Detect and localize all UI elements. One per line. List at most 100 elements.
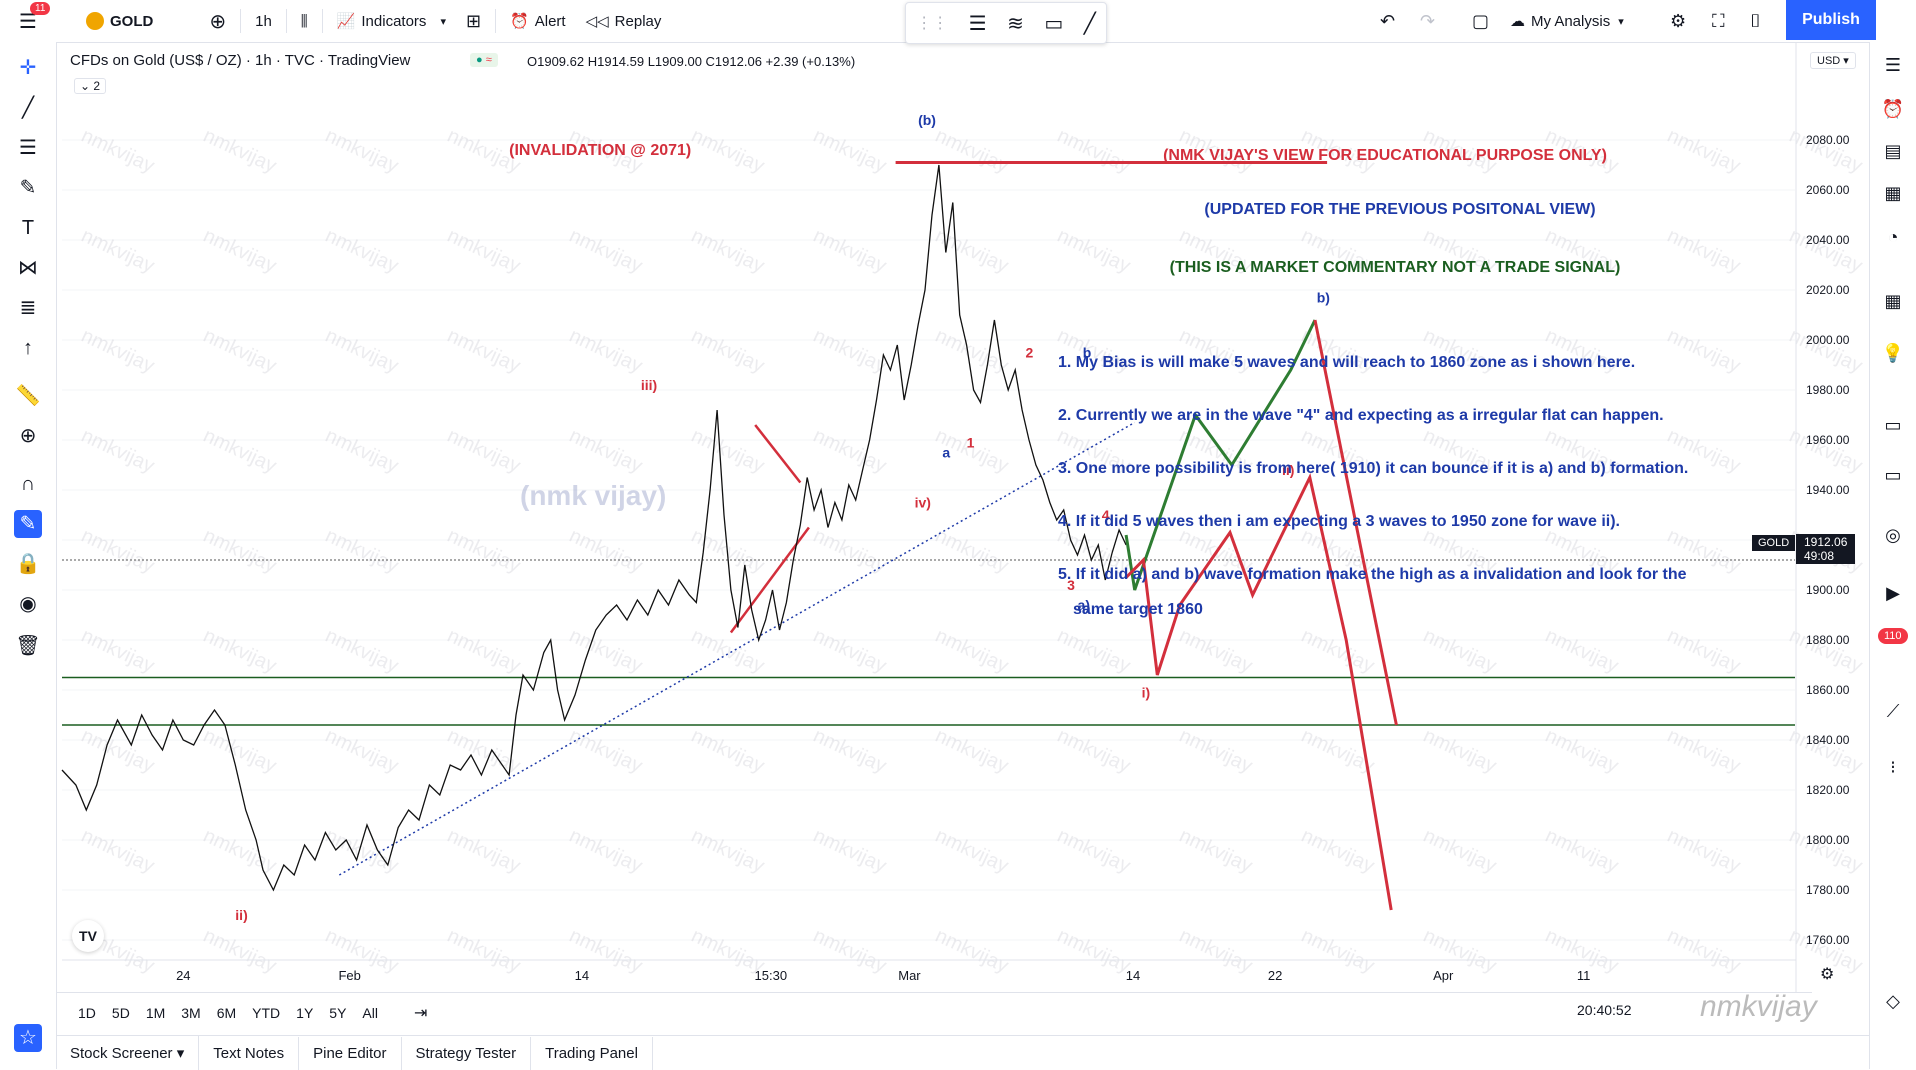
crosshair-icon[interactable]: ✛ — [19, 57, 37, 79]
layouts-button[interactable]: ⊞ — [456, 0, 491, 42]
symbol-search-button[interactable]: GOLD — [76, 0, 163, 42]
streams-icon[interactable]: ▶ — [1886, 583, 1900, 603]
redo-icon: ↷ — [1420, 10, 1436, 31]
layout-name-button[interactable]: ☁ My Analysis ▾ — [1500, 0, 1634, 42]
watermark-text: nmkvijay — [1664, 825, 1744, 878]
chart-legend: CFDs on Gold (US$ / OZ) · 1h · TVC · Tra… — [70, 52, 410, 69]
watermark-text: nmkvijay — [1298, 925, 1378, 978]
side-badge[interactable]: 110 — [1878, 628, 1908, 644]
tradingview-chart-logo[interactable]: TV — [72, 920, 104, 952]
messages-icon[interactable]: ▭ — [1884, 465, 1902, 485]
watermark-text: nmkvijay — [566, 625, 646, 678]
chart-type-button[interactable]: ⫼ — [291, 0, 318, 42]
candles-icon: ⫼ — [300, 12, 308, 30]
bottom-tab-strategy-tester[interactable]: Strategy Tester — [402, 1037, 532, 1070]
alert-button[interactable]: ⏰ Alert — [500, 0, 576, 42]
publish-button[interactable]: Publish — [1786, 0, 1876, 40]
lock-icon[interactable]: 🔒 — [15, 553, 41, 575]
floating-drawing-toolbar: ⋮⋮ ☰ ≋ ▭ ╱ — [905, 2, 1107, 44]
watermark-text: nmkvijay — [688, 225, 768, 278]
watermark-text: nmkvijay — [200, 225, 280, 278]
range-button-5d[interactable]: 5D — [111, 1005, 130, 1021]
magnet-icon[interactable]: ∩ — [20, 473, 36, 495]
fib-tool-icon[interactable]: ☰ — [19, 137, 37, 159]
trend-line-tool-icon[interactable]: ╱ — [21, 97, 35, 119]
time-axis-settings-button[interactable]: ⚙ — [1820, 964, 1834, 984]
arrow-up-icon[interactable]: ↑ — [23, 337, 33, 359]
range-button-all[interactable]: All — [362, 1005, 378, 1021]
snapshot-button[interactable]: ⌷ — [1740, 0, 1771, 42]
ideas-icon[interactable]: 💡 — [1881, 343, 1905, 363]
trend-line-icon[interactable]: ╱ — [1083, 12, 1096, 35]
rectangle-icon[interactable]: ▭ — [1044, 12, 1064, 35]
price-tick-label: 2020.00 — [1806, 283, 1850, 297]
dom-icon[interactable]: ⁝ — [1890, 757, 1896, 777]
fib-retracement-icon[interactable]: ☰ — [968, 12, 987, 35]
fullscreen-button[interactable]: ⛶ — [1702, 0, 1735, 42]
range-button-1d[interactable]: 1D — [78, 1005, 96, 1021]
goto-date-icon[interactable]: ⇥ — [413, 1005, 428, 1022]
price-tick-label: 1940.00 — [1806, 483, 1850, 497]
pitchfork-icon[interactable]: ≋ — [1007, 12, 1024, 35]
commentary-point: 5. If it did a) and b) wave formation ma… — [1058, 566, 1687, 583]
zoom-icon[interactable]: ⊕ — [19, 425, 37, 447]
watermark-text: nmkvijay — [1664, 225, 1744, 278]
brush-tool-icon[interactable]: ✎ — [19, 177, 37, 199]
range-button-1m[interactable]: 1M — [145, 1005, 166, 1021]
help-icon[interactable]: ◇ — [1886, 991, 1900, 1011]
pattern-tool-icon[interactable]: ⋈ — [18, 257, 38, 279]
interval-button[interactable]: 1h — [255, 12, 272, 30]
prediction-tool-icon[interactable]: ≣ — [19, 297, 37, 319]
watermark-text: nmkvijay — [444, 325, 524, 378]
menu-button[interactable]: ☰ 11 — [0, 0, 56, 42]
rewind-icon: ◁◁ — [585, 13, 609, 30]
range-button-3m[interactable]: 3M — [181, 1005, 201, 1021]
chats-icon[interactable]: ▭ — [1884, 415, 1902, 435]
signals-icon[interactable]: ◎ — [1885, 525, 1901, 545]
trash-icon[interactable]: 🗑 — [15, 635, 41, 657]
tradingview-logo-icon[interactable]: ☆ — [14, 1024, 42, 1052]
legend-title[interactable]: CFDs on Gold (US$ / OZ) · 1h · TVC · Tra… — [70, 52, 411, 69]
indicators-button[interactable]: 📈 Indicators ▾ — [327, 0, 456, 42]
eye-icon[interactable]: ◉ — [19, 593, 37, 615]
clock[interactable]: 20:40:52 — [1577, 1002, 1632, 1018]
bottom-tab-stock-screener[interactable]: Stock Screener ▾ — [56, 1036, 200, 1070]
time-tick-label: 22 — [1268, 968, 1282, 983]
undo-button[interactable]: ↶ — [1370, 0, 1405, 42]
currency-button[interactable]: USD ▾ — [1810, 52, 1856, 69]
bottom-tab-trading-panel[interactable]: Trading Panel — [531, 1037, 653, 1070]
redo-button[interactable]: ↷ — [1410, 0, 1445, 42]
bottom-tab-text-notes[interactable]: Text Notes — [199, 1037, 300, 1070]
watermark-text: nmkvijay — [1054, 725, 1134, 778]
calendar-icon[interactable]: ▦ — [1884, 291, 1902, 311]
replay-button[interactable]: ◁◁ Replay — [576, 0, 672, 42]
fullscreen-layout-button[interactable]: ▢ — [1462, 0, 1499, 42]
watermark-text: nmkvijay — [1664, 725, 1744, 778]
stay-drawing-icon[interactable]: ✎ — [14, 510, 42, 538]
watermark-text: nmkvijay — [1664, 625, 1744, 678]
market-status-icons[interactable]: ● ≈ — [470, 53, 498, 67]
wave-label: a — [942, 445, 950, 461]
range-button-1y[interactable]: 1Y — [296, 1005, 314, 1021]
news-icon[interactable]: ▦ — [1884, 183, 1902, 203]
wave-label: i) — [1142, 685, 1151, 701]
alerts-icon[interactable]: ⏰ — [1881, 99, 1905, 119]
range-button-5y[interactable]: 5Y — [329, 1005, 347, 1021]
trend-icon[interactable]: ⟋ — [1886, 701, 1900, 721]
compare-button[interactable]: ⊕ — [199, 0, 236, 42]
watermark-text: nmkvijay — [1664, 325, 1744, 378]
range-button-6m[interactable]: 6M — [216, 1005, 237, 1021]
watermark-text: nmkvijay — [1054, 625, 1134, 678]
bottom-tab-pine-editor[interactable]: Pine Editor — [299, 1037, 402, 1070]
settings-button[interactable]: ⚙ — [1660, 0, 1696, 42]
range-button-ytd[interactable]: YTD — [252, 1005, 281, 1021]
watchlist-icon[interactable]: ☰ — [1884, 55, 1902, 75]
watermark-text: nmkvijay — [200, 125, 280, 178]
hotlist-icon[interactable]: ◔ — [1887, 227, 1899, 247]
text-tool-icon[interactable]: T — [21, 217, 35, 239]
ruler-icon[interactable]: 📏 — [15, 385, 41, 407]
data-window-icon[interactable]: ▤ — [1884, 141, 1902, 161]
legend-collapse-button[interactable]: ⌄ 2 — [74, 78, 107, 94]
drag-handle-icon[interactable]: ⋮⋮ — [916, 15, 949, 32]
